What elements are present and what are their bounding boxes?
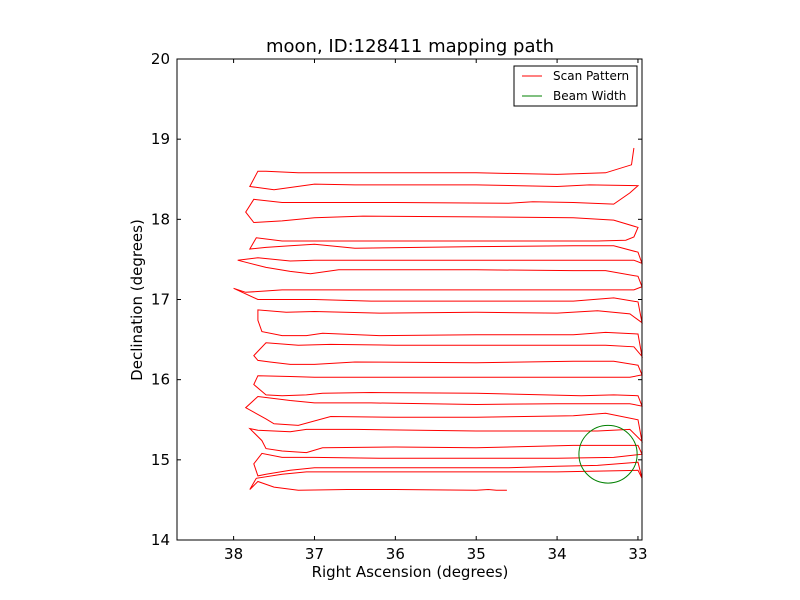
- y-tick-label: 17: [151, 291, 170, 309]
- x-tick-label: 35: [467, 545, 486, 563]
- y-axis-ticks: 14 15 16 17 18 19 20: [151, 50, 642, 549]
- x-axis-ticks: 38 37 36 35 34 33: [224, 59, 648, 563]
- chart-title: moon, ID:128411 mapping path: [266, 36, 554, 57]
- legend-box: [513, 65, 638, 107]
- y-tick-label: 20: [151, 50, 170, 68]
- y-tick-label: 16: [151, 371, 170, 389]
- x-tick-label: 33: [628, 545, 647, 563]
- y-tick-label: 14: [151, 531, 170, 549]
- beam-width-circle: [578, 424, 638, 484]
- x-tick-label: 37: [305, 545, 324, 563]
- scan-pattern-line: [233, 147, 643, 491]
- x-axis-title: Right Ascension (degrees): [312, 563, 509, 581]
- x-tick-label: 38: [224, 545, 243, 563]
- axes-background: [177, 59, 642, 540]
- legend-label-scan-pattern: Scan Pattern: [553, 69, 629, 83]
- y-tick-label: 15: [151, 451, 170, 469]
- y-axis-title: Declination (degrees): [128, 219, 146, 381]
- x-tick-label: 34: [548, 545, 567, 563]
- series-layer: [233, 147, 643, 491]
- legend: Scan Pattern Beam Width: [513, 65, 638, 107]
- legend-label-beam-width: Beam Width: [553, 89, 626, 103]
- y-tick-label: 18: [151, 210, 170, 228]
- x-tick-label: 36: [386, 545, 405, 563]
- y-tick-label: 19: [151, 130, 170, 148]
- plot-area: [176, 58, 643, 541]
